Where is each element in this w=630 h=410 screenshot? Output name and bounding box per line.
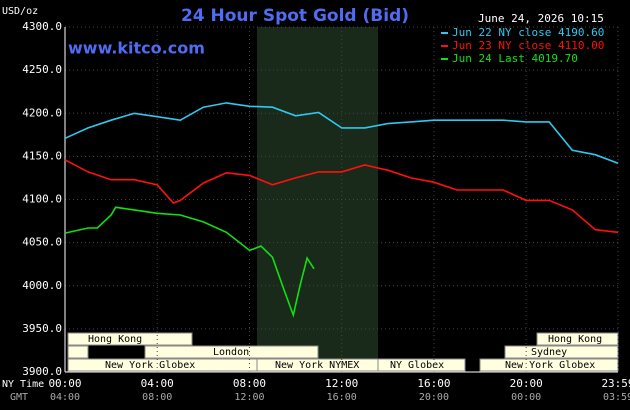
sessions: Hong Kong London New York Globex New Yor… <box>67 332 619 372</box>
legend-label: Jun 24 Last 4019.70 <box>452 52 578 65</box>
session-label: New York Globex <box>505 360 595 371</box>
x2-tick-label: 16:00 <box>327 392 357 403</box>
x-tick-label: 00:00 <box>48 377 81 390</box>
x2-tick-label: 04:00 <box>50 392 80 403</box>
price-line <box>64 102 619 165</box>
session-label: London <box>213 347 249 358</box>
x-tick-label: 08:00 <box>233 377 266 390</box>
y-tick-label: 4200.0 <box>22 106 62 119</box>
x2-tick-label: 20:00 <box>419 392 449 403</box>
legend-label: Jun 22 NY close 4190.60 <box>452 26 604 39</box>
session-label: New York NYMEX <box>275 360 359 371</box>
x2-tick-label: 03:59 <box>603 392 630 403</box>
session-label: NY Globex <box>390 360 444 371</box>
x2-tick-label: 12:00 <box>234 392 264 403</box>
y-tick-label: 3950.0 <box>22 322 62 335</box>
price-line <box>64 206 315 318</box>
session-bar <box>67 345 89 359</box>
timestamp: June 24, 2026 10:15 <box>478 12 604 25</box>
session-label: New York Globex <box>105 360 195 371</box>
x2-axis-label: GMT <box>10 392 28 403</box>
x2-tick-label: 08:00 <box>142 392 172 403</box>
x-axis-label: NY Time <box>2 379 44 390</box>
x2-tick-label: 00:00 <box>511 392 541 403</box>
chart-title: 24 Hour Spot Gold (Bid) <box>181 6 409 26</box>
session-bar <box>67 332 193 346</box>
y-tick-label: 4150.0 <box>22 149 62 162</box>
session-bar <box>377 358 466 372</box>
x-tick-label: 23:59 <box>601 377 630 390</box>
x-tick-label: 16:00 <box>417 377 450 390</box>
session-label: Hong Kong <box>548 334 602 345</box>
session-label: Sydney <box>531 347 567 358</box>
y-tick-label: 3900.0 <box>22 365 62 378</box>
session-label: Hong Kong <box>88 334 142 345</box>
y-axis-label: USD/oz <box>2 6 38 17</box>
y-tick-label: 4050.0 <box>22 236 62 249</box>
x-tick-label: 12:00 <box>325 377 358 390</box>
x-tick-label: 20:00 <box>510 377 543 390</box>
y-tick-label: 4000.0 <box>22 279 62 292</box>
price-line <box>64 159 619 234</box>
x-tick-label: 04:00 <box>141 377 174 390</box>
legend-label: Jun 23 NY close 4110.00 <box>452 39 604 52</box>
y-tick-label: 4300.0 <box>22 20 62 33</box>
session-bar <box>144 345 319 359</box>
y-tick-label: 4250.0 <box>22 63 62 76</box>
session-bar <box>479 358 619 372</box>
source: www.kitco.com <box>68 39 205 58</box>
y-tick-label: 4100.0 <box>22 193 62 206</box>
